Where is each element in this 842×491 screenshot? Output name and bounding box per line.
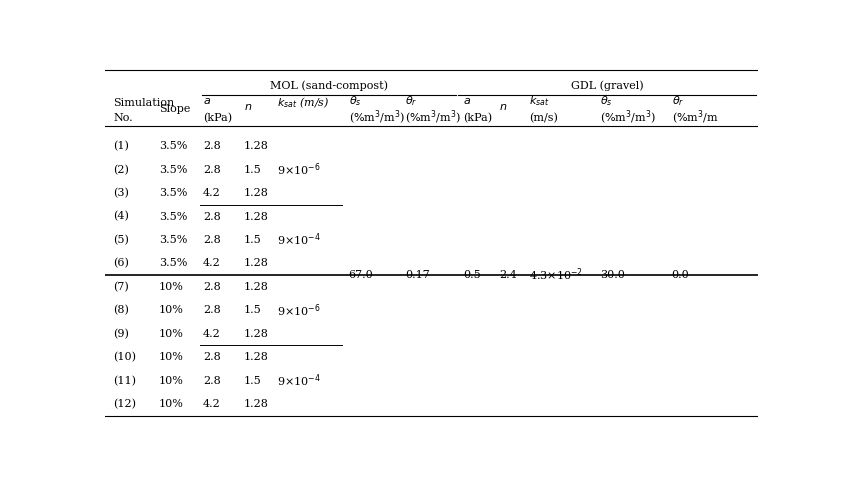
Text: 9×10$^{-4}$: 9×10$^{-4}$ — [277, 372, 321, 389]
Text: 1.28: 1.28 — [243, 188, 269, 198]
Text: 9×10$^{-4}$: 9×10$^{-4}$ — [277, 232, 321, 248]
Text: 2.8: 2.8 — [203, 212, 221, 221]
Text: 4.2: 4.2 — [203, 399, 221, 409]
Text: (12): (12) — [113, 399, 136, 409]
Text: 3.5%: 3.5% — [159, 258, 187, 269]
Text: 2.4: 2.4 — [499, 270, 517, 280]
Text: 2.8: 2.8 — [203, 164, 221, 175]
Text: 10%: 10% — [159, 352, 184, 362]
Text: 10%: 10% — [159, 376, 184, 385]
Text: 1.28: 1.28 — [243, 212, 269, 221]
Text: 2.8: 2.8 — [203, 282, 221, 292]
Text: 1.5: 1.5 — [243, 305, 261, 315]
Text: 0.5: 0.5 — [463, 270, 481, 280]
Text: 2.8: 2.8 — [203, 376, 221, 385]
Text: Simulation: Simulation — [113, 98, 174, 108]
Text: 0.17: 0.17 — [406, 270, 430, 280]
Text: 4.2: 4.2 — [203, 329, 221, 339]
Text: $a$: $a$ — [463, 96, 471, 106]
Text: 4.2: 4.2 — [203, 258, 221, 269]
Text: 10%: 10% — [159, 399, 184, 409]
Text: (kPa): (kPa) — [203, 113, 232, 123]
Text: 2.8: 2.8 — [203, 141, 221, 151]
Text: 1.28: 1.28 — [243, 399, 269, 409]
Text: 1.28: 1.28 — [243, 352, 269, 362]
Text: 1.5: 1.5 — [243, 376, 261, 385]
Text: 1.28: 1.28 — [243, 258, 269, 269]
Text: 2.8: 2.8 — [203, 305, 221, 315]
Text: ($\%$m$^3$/m$^3$): ($\%$m$^3$/m$^3$) — [600, 109, 656, 127]
Text: 2.8: 2.8 — [203, 235, 221, 245]
Text: 10%: 10% — [159, 329, 184, 339]
Text: (9): (9) — [113, 328, 129, 339]
Text: GDL (gravel): GDL (gravel) — [571, 80, 643, 91]
Text: 10%: 10% — [159, 282, 184, 292]
Text: $\theta_s$: $\theta_s$ — [600, 94, 613, 108]
Text: $n$: $n$ — [243, 102, 252, 112]
Text: 1.28: 1.28 — [243, 141, 269, 151]
Text: ($\%$m$^3$/m: ($\%$m$^3$/m — [672, 109, 718, 127]
Text: $k_{sat}$ (m/s): $k_{sat}$ (m/s) — [277, 96, 329, 110]
Text: (m/s): (m/s) — [530, 113, 558, 123]
Text: $\theta_r$: $\theta_r$ — [406, 94, 418, 108]
Text: 4.2: 4.2 — [203, 188, 221, 198]
Text: Slope: Slope — [159, 104, 190, 114]
Text: (2): (2) — [113, 164, 129, 175]
Text: 3.5%: 3.5% — [159, 188, 187, 198]
Text: 9×10$^{-6}$: 9×10$^{-6}$ — [277, 302, 321, 319]
Text: $k_{sat}$: $k_{sat}$ — [530, 94, 550, 108]
Text: $\theta_r$: $\theta_r$ — [672, 94, 684, 108]
Text: 1.28: 1.28 — [243, 282, 269, 292]
Text: ($\%$m$^3$/m$^3$): ($\%$m$^3$/m$^3$) — [406, 109, 461, 127]
Text: (8): (8) — [113, 305, 129, 316]
Text: 2.8: 2.8 — [203, 352, 221, 362]
Text: (4): (4) — [113, 212, 129, 222]
Text: (11): (11) — [113, 376, 136, 386]
Text: 1.5: 1.5 — [243, 235, 261, 245]
Text: MOL (sand-compost): MOL (sand-compost) — [270, 80, 388, 91]
Text: 4.3×10$^{-2}$: 4.3×10$^{-2}$ — [530, 267, 584, 283]
Text: (5): (5) — [113, 235, 129, 245]
Text: (kPa): (kPa) — [463, 113, 492, 123]
Text: 0.0: 0.0 — [672, 270, 690, 280]
Text: $a$: $a$ — [203, 96, 211, 106]
Text: 3.5%: 3.5% — [159, 212, 187, 221]
Text: ($\%$m$^3$/m$^3$): ($\%$m$^3$/m$^3$) — [349, 109, 405, 127]
Text: No.: No. — [113, 113, 133, 123]
Text: (10): (10) — [113, 352, 136, 362]
Text: (6): (6) — [113, 258, 129, 269]
Text: 3.5%: 3.5% — [159, 141, 187, 151]
Text: (1): (1) — [113, 141, 129, 151]
Text: 1.28: 1.28 — [243, 329, 269, 339]
Text: 10%: 10% — [159, 305, 184, 315]
Text: (3): (3) — [113, 188, 129, 198]
Text: 30.0: 30.0 — [600, 270, 625, 280]
Text: $n$: $n$ — [499, 102, 508, 112]
Text: 67.0: 67.0 — [349, 270, 373, 280]
Text: 3.5%: 3.5% — [159, 235, 187, 245]
Text: 9×10$^{-6}$: 9×10$^{-6}$ — [277, 162, 321, 178]
Text: (7): (7) — [113, 282, 129, 292]
Text: $\theta_s$: $\theta_s$ — [349, 94, 361, 108]
Text: 1.5: 1.5 — [243, 164, 261, 175]
Text: 3.5%: 3.5% — [159, 164, 187, 175]
